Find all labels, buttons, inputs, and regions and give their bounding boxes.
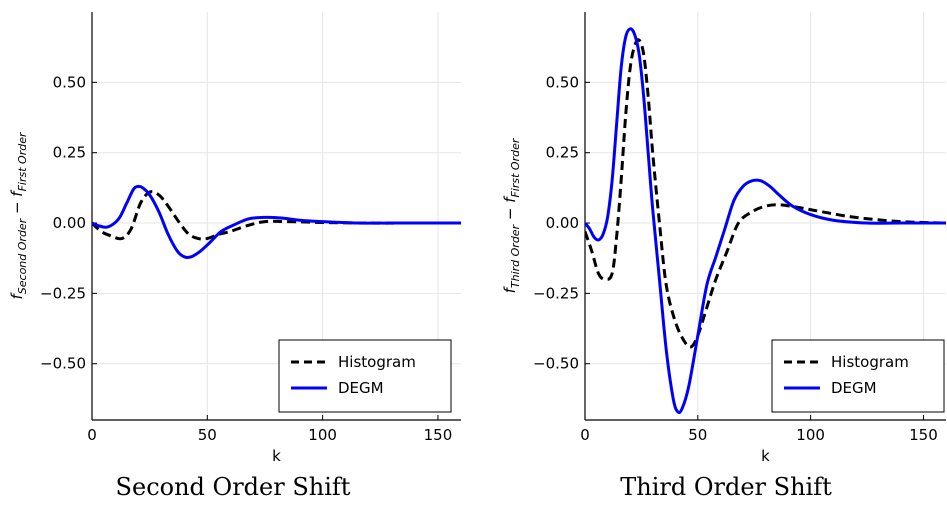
chart-caption: Second Order Shift xyxy=(116,473,351,501)
x-axis-label: k xyxy=(272,447,281,465)
chart-third-order-shift: 0 50 100 150 −0.50 −0.25 0.00 0.25 0.50 k fThird O… xyxy=(501,12,946,501)
x-tick-label: 50 xyxy=(688,426,707,444)
chart-second-order-shift: 0 50 100 150 −0.50 −0.25 0.00 0.25 0.50 k fSecond … xyxy=(8,12,461,501)
y-tick-label: −0.25 xyxy=(40,284,86,302)
y-tick-label: 0.50 xyxy=(53,73,86,91)
x-tick-label: 0 xyxy=(580,426,590,444)
x-tick-label: 100 xyxy=(308,426,337,444)
series-line-degm xyxy=(92,184,461,260)
y-tick-label: −0.50 xyxy=(533,355,579,373)
x-tick-label: 0 xyxy=(87,426,97,444)
y-tick-label: −0.25 xyxy=(533,284,579,302)
y-tick-label: 0.25 xyxy=(53,144,86,162)
y-tick-label: −0.50 xyxy=(40,355,86,373)
legend: Histogram DEGM xyxy=(278,339,452,413)
x-tick-label: 50 xyxy=(198,426,217,444)
y-tick-label: 0.00 xyxy=(53,214,86,232)
y-tick-label: 0.50 xyxy=(546,73,579,91)
x-tick-label: 150 xyxy=(909,426,938,444)
x-axis-label: k xyxy=(761,447,770,465)
legend-label-degm: DEGM xyxy=(338,379,384,397)
series-line-degm xyxy=(585,27,946,415)
y-tick-label: 0.00 xyxy=(546,214,579,232)
legend-label-degm: DEGM xyxy=(831,379,877,397)
series-line-histogram xyxy=(92,190,461,241)
x-tick-label: 100 xyxy=(796,426,825,444)
chart-caption: Third Order Shift xyxy=(620,473,832,501)
legend-box xyxy=(771,339,945,413)
legend: Histogram DEGM xyxy=(771,339,945,413)
legend-box xyxy=(278,339,452,413)
legend-label-histogram: Histogram xyxy=(338,353,416,371)
x-tick-label: 150 xyxy=(424,426,453,444)
y-axis-label: fSecond Order − fFirst Order xyxy=(8,131,29,299)
series-line-histogram xyxy=(585,38,946,349)
legend-label-histogram: Histogram xyxy=(831,353,909,371)
y-axis-label: fThird Order − fFirst Order xyxy=(501,137,522,293)
y-tick-label: 0.25 xyxy=(546,144,579,162)
